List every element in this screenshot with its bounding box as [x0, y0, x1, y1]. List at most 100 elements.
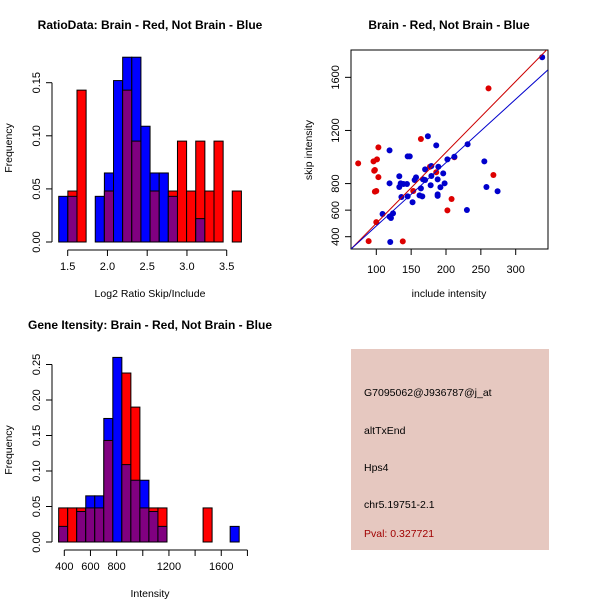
point-red — [375, 144, 382, 151]
y-tick-label: 0.10 — [31, 125, 43, 146]
y-tick-label: 600 — [330, 201, 342, 219]
point-blue — [435, 163, 442, 170]
y-axis-label: skip intensity — [303, 119, 315, 180]
point-blue — [404, 193, 411, 200]
y-axis-label: Frequency — [3, 424, 15, 474]
point-red — [490, 171, 497, 178]
x-tick-label: 400 — [55, 561, 73, 573]
x-tick-label: 150 — [402, 264, 420, 276]
info-panel-background — [351, 349, 549, 550]
x-axis-label: include intensity — [412, 288, 487, 300]
point-red — [410, 188, 417, 195]
point-blue — [428, 163, 435, 170]
point-blue — [386, 180, 393, 187]
point-blue — [424, 133, 431, 140]
bar-red — [204, 190, 215, 243]
point-blue — [396, 184, 403, 191]
bar-overlap — [103, 439, 114, 543]
bar-overlap — [85, 507, 96, 543]
point-blue — [379, 210, 386, 217]
bar-blue — [94, 195, 105, 243]
bar-overlap — [148, 510, 159, 543]
x-tick-label: 1200 — [157, 561, 181, 573]
point-red — [373, 156, 380, 163]
fit-line-blue — [351, 69, 548, 249]
point-red — [355, 160, 362, 167]
x-tick-label: 200 — [437, 264, 455, 276]
bar-red — [76, 89, 87, 243]
bar-overlap — [195, 218, 206, 243]
y-axis-label: Frequency — [3, 122, 15, 172]
bar-overlap — [167, 195, 178, 243]
point-blue — [386, 147, 393, 154]
bar-overlap — [131, 140, 142, 243]
point-blue — [417, 185, 424, 192]
probe-id: G7095062@J936787@j_at — [364, 387, 492, 399]
y-tick-label: 0.15 — [31, 425, 43, 446]
point-blue — [434, 176, 441, 183]
point-red — [373, 219, 380, 226]
point-red — [399, 238, 406, 245]
point-blue — [494, 188, 501, 195]
bar-overlap — [149, 190, 160, 243]
plot-box — [350, 49, 549, 250]
bar-blue — [229, 525, 240, 543]
y-tick-label: 0.00 — [31, 231, 43, 252]
bar-red — [67, 507, 78, 543]
y-tick-label: 0.00 — [31, 531, 43, 552]
bar-overlap — [103, 190, 115, 243]
point-blue — [437, 184, 444, 191]
x-tick-label: 600 — [81, 561, 99, 573]
point-red — [375, 174, 382, 181]
y-tick-label: 1200 — [330, 118, 342, 142]
point-blue — [419, 193, 426, 200]
x-tick-label: 3.0 — [179, 261, 194, 273]
intensity-histogram: 0.00 0.05 0.10 0.15 0.20 0.25 400 600 800 1200 160… — [3, 354, 248, 600]
point-blue — [398, 193, 405, 200]
scatter-title: Brain - Red, Not Brain - Blue — [368, 18, 530, 32]
y-tick-label: 0.15 — [31, 72, 43, 93]
point-blue — [396, 173, 403, 180]
bar-overlap — [122, 89, 133, 243]
y-tick-label: 0.20 — [31, 389, 43, 410]
point-blue — [463, 207, 470, 214]
bar-blue — [158, 172, 169, 243]
point-blue — [444, 156, 451, 163]
x-tick-label: 100 — [367, 264, 385, 276]
point-blue — [403, 180, 410, 187]
info-panel: G7095062@J936787@j_at altTxEnd Hps4 chr5… — [351, 349, 549, 550]
pval: Pval: 0.327721 — [364, 528, 434, 540]
x-tick-label: 3.5 — [219, 261, 234, 273]
bar-overlap — [121, 464, 132, 543]
x-tick-label: 300 — [507, 264, 525, 276]
x-axis-label: Intensity — [130, 588, 170, 600]
point-blue — [483, 184, 490, 191]
point-red — [448, 195, 455, 202]
y-tick-label: 1600 — [330, 65, 342, 89]
point-blue — [440, 170, 447, 177]
bar-blue — [112, 356, 123, 543]
bar-red — [213, 140, 224, 243]
point-blue — [422, 166, 429, 173]
point-blue — [441, 180, 448, 187]
fit-line-red — [351, 50, 548, 249]
point-blue — [464, 141, 471, 148]
bar-red — [176, 140, 188, 243]
bar-red — [202, 507, 213, 543]
point-red — [373, 188, 380, 195]
point-blue — [411, 176, 418, 183]
x-tick-label: 250 — [472, 264, 490, 276]
point-red — [485, 85, 492, 92]
bar-overlap — [139, 507, 150, 543]
ratio-hist-title: RatioData: Brain - Red, Not Brain - Blue — [38, 18, 263, 32]
x-tick-label: 2.5 — [140, 261, 155, 273]
bar-overlap — [58, 525, 69, 543]
bar-red — [231, 190, 242, 243]
x-tick-label: 2.0 — [100, 261, 115, 273]
point-red — [444, 207, 451, 214]
bar-blue — [113, 80, 124, 243]
x-axis-label: Log2 Ratio Skip/Include — [95, 288, 206, 300]
point-blue — [434, 192, 441, 199]
point-blue — [409, 199, 416, 206]
